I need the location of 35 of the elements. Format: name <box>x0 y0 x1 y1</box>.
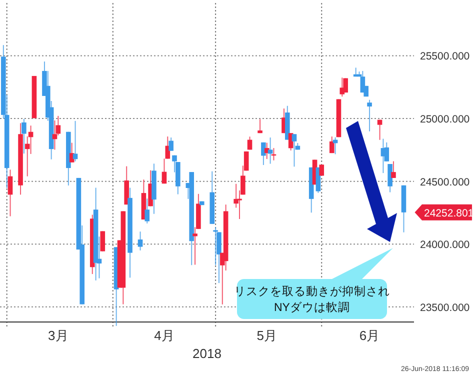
x-tick-label: 3月 <box>48 328 68 343</box>
candlestick <box>391 160 396 178</box>
x-tick-label: 4月 <box>154 328 174 343</box>
candlestick <box>329 136 334 154</box>
candlestick <box>213 226 218 266</box>
candlestick <box>138 231 143 251</box>
candlestick <box>377 119 382 140</box>
x-axis-title: 2018 <box>192 346 222 361</box>
callout: リスクを取る動きが抑制され NYダウは軟調 <box>234 248 393 319</box>
y-tick-label: 23500.000 <box>420 302 470 314</box>
candlestick <box>52 120 58 150</box>
x-tick-label: 5月 <box>256 328 277 343</box>
y-tick-label: 25500.000 <box>420 50 470 63</box>
y-tick-label: 25000.000 <box>420 114 470 126</box>
candlestick <box>268 137 273 164</box>
candlestick <box>168 137 174 152</box>
candlestick <box>100 230 106 252</box>
candlestick <box>72 120 78 162</box>
candlestick <box>367 99 372 132</box>
candlestick <box>292 134 297 168</box>
candlestick <box>8 169 13 217</box>
candlestick <box>22 118 26 154</box>
candlestick <box>343 78 348 94</box>
candlestick <box>261 142 266 166</box>
candlestick <box>258 118 262 134</box>
candlestick <box>247 136 252 150</box>
annotation: 24252.801 <box>424 207 473 220</box>
candlestick <box>162 158 167 184</box>
annotation: リスクを取る動きが抑制され NYダウは軟調 <box>234 285 390 314</box>
price-tag: 24252.801 <box>414 204 473 220</box>
candlestick <box>144 198 150 224</box>
y-tick-label: 24500.000 <box>420 176 470 188</box>
candlestick <box>388 164 392 193</box>
x-tick-label: 6月 <box>359 328 380 343</box>
y-tick-label: 24000.000 <box>420 239 470 252</box>
